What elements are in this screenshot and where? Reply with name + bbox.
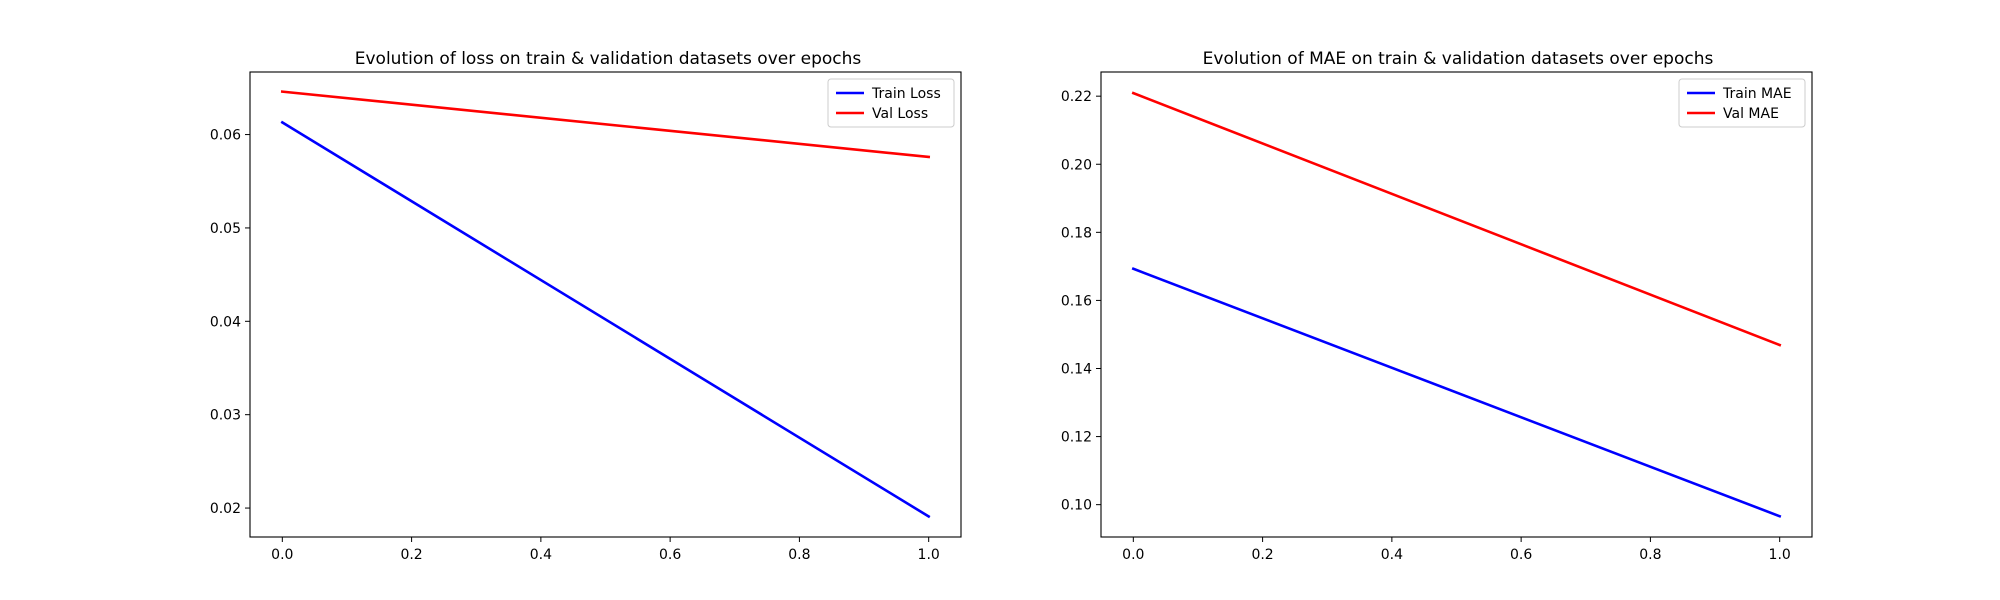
mae-chart-series xyxy=(1131,91,1782,518)
loss-series-line-2 xyxy=(280,90,931,159)
mae-chart: Evolution of MAE on train & validation d… xyxy=(1061,49,1813,563)
mae-y-tick-label: 0.12 xyxy=(1061,430,1092,446)
loss-x-tick-label: 0.6 xyxy=(659,547,681,563)
mae-x-tick-label: 0.4 xyxy=(1381,547,1403,563)
mae-x-tick-label: 0.6 xyxy=(1510,547,1532,563)
mae-y-tick-label: 0.14 xyxy=(1061,361,1092,377)
loss-x-tick-label: 0.0 xyxy=(271,547,293,563)
loss-chart-axes: 0.0 0.2 0.4 0.6 0.8 1.0 0.02 0.03 0.04 0.05 0.06 xyxy=(210,71,962,563)
loss-series-line-1 xyxy=(280,120,931,519)
mae-series-line-1 xyxy=(1131,267,1782,518)
mae-series-line-2 xyxy=(1131,91,1782,347)
loss-chart: Evolution of loss on train & validation … xyxy=(210,49,962,563)
loss-x-tick-label: 0.4 xyxy=(530,547,552,563)
loss-x-tick-label: 0.8 xyxy=(788,547,810,563)
loss-x-tick-label: 1.0 xyxy=(918,547,940,563)
loss-plot-frame xyxy=(249,71,962,538)
mae-y-tick-label: 0.22 xyxy=(1061,89,1092,105)
mae-y-tick-label: 0.18 xyxy=(1061,225,1092,241)
loss-y-tick-label: 0.02 xyxy=(210,501,241,517)
loss-chart-legend: Train Loss Val Loss xyxy=(827,78,955,128)
mae-x-tick-label: 0.2 xyxy=(1251,547,1273,563)
mae-chart-axes: 0.0 0.2 0.4 0.6 0.8 1.0 0.10 0.12 0.14 0.16 0.18 0.… xyxy=(1061,71,1813,563)
mae-legend-label-2: Val MAE xyxy=(1723,106,1779,122)
loss-x-tick-label: 0.2 xyxy=(400,547,422,563)
mae-plot-frame xyxy=(1100,71,1813,538)
loss-y-tick-label: 0.05 xyxy=(210,221,241,237)
mae-x-tick-label: 1.0 xyxy=(1769,547,1791,563)
mae-y-tick-label: 0.16 xyxy=(1061,293,1092,309)
loss-y-tick-label: 0.06 xyxy=(210,128,241,144)
loss-y-tick-label: 0.04 xyxy=(210,314,241,330)
mae-chart-title: Evolution of MAE on train & validation d… xyxy=(1203,49,1714,69)
mae-x-tick-label: 0.0 xyxy=(1122,547,1144,563)
loss-y-tick-label: 0.03 xyxy=(210,408,241,424)
mae-legend-label-1: Train MAE xyxy=(1722,86,1792,102)
loss-chart-series xyxy=(280,90,931,519)
loss-legend-label-1: Train Loss xyxy=(871,86,941,102)
mae-x-tick-label: 0.8 xyxy=(1639,547,1661,563)
mae-legend-box xyxy=(1678,78,1806,128)
mae-y-tick-label: 0.20 xyxy=(1061,157,1092,173)
loss-chart-title: Evolution of loss on train & validation … xyxy=(355,49,862,69)
loss-legend-label-2: Val Loss xyxy=(872,106,928,122)
mae-chart-legend: Train MAE Val MAE xyxy=(1678,78,1806,128)
loss-legend-box xyxy=(827,78,955,128)
mae-y-tick-label: 0.10 xyxy=(1061,498,1092,514)
